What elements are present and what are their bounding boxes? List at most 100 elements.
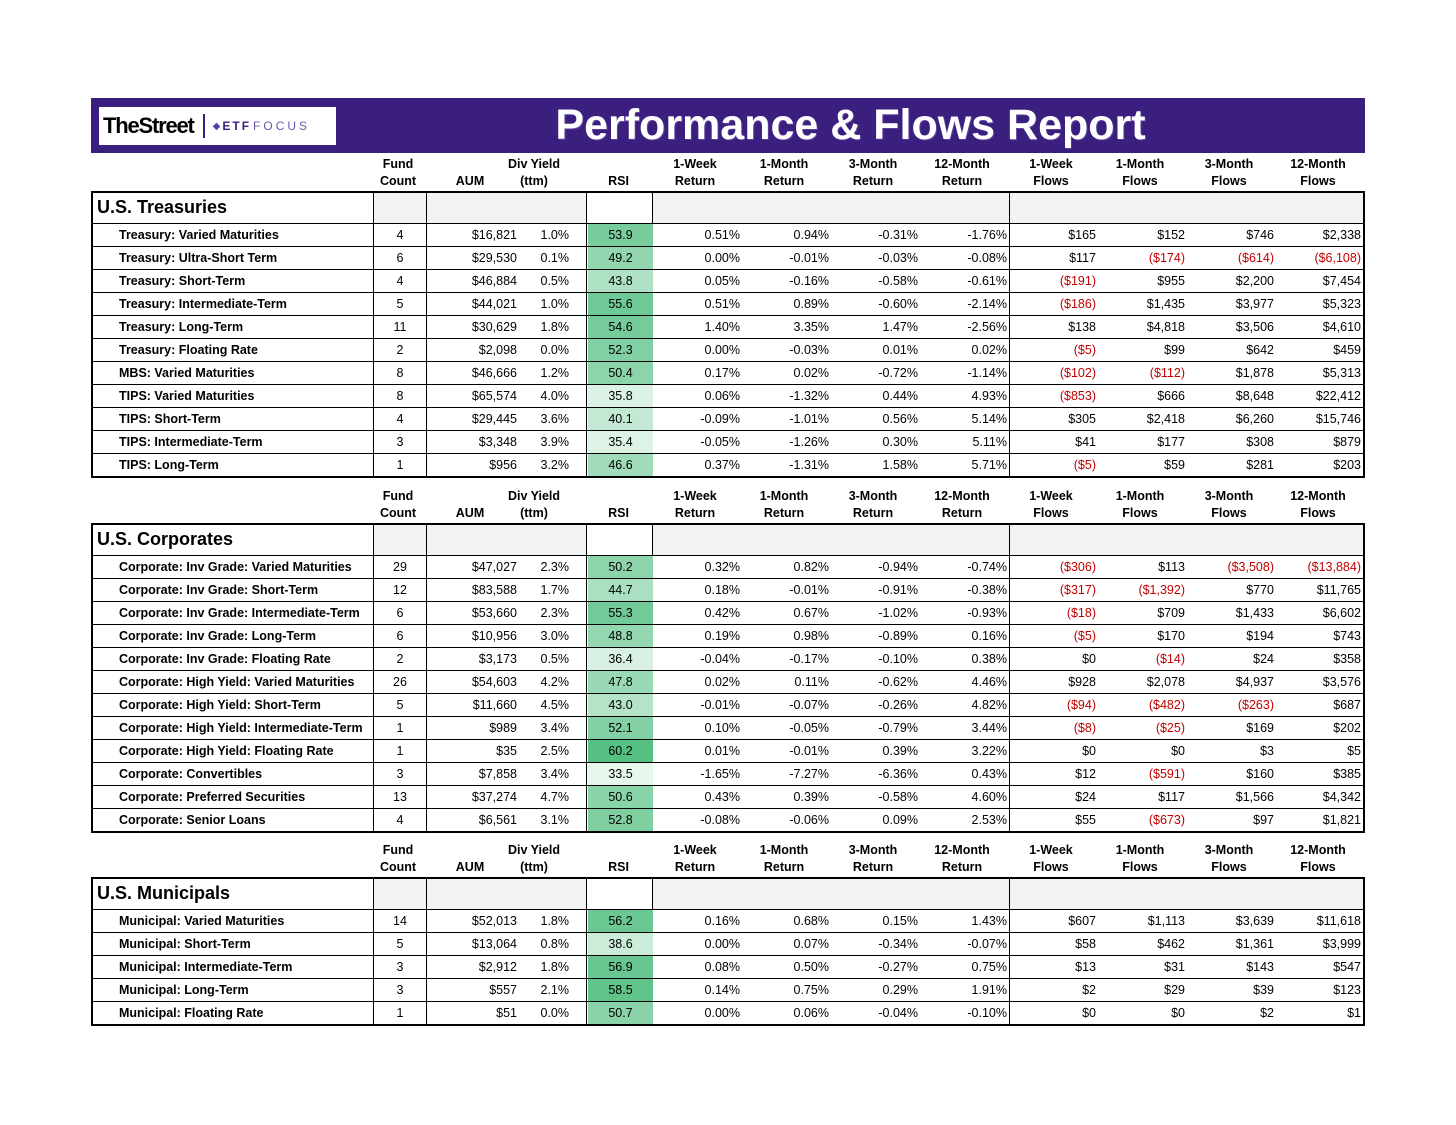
cell-r4: -0.74% <box>967 560 1007 574</box>
cell-rsi: 50.4 <box>588 362 653 384</box>
cell-f4: ($6,108) <box>1314 251 1361 265</box>
cell-r1: 0.00% <box>704 1006 740 1020</box>
cell-f4: $3,999 <box>1322 937 1361 951</box>
column-divider <box>1009 879 1010 1024</box>
cell-r4: 4.82% <box>971 698 1007 712</box>
cell-r3: -0.10% <box>878 652 918 666</box>
row-label: Corporate: Senior Loans <box>119 813 266 827</box>
cell-r1: 0.16% <box>704 914 740 928</box>
cell-r2: 0.68% <box>793 914 829 928</box>
cell-r1: 0.00% <box>704 251 740 265</box>
row-label: Municipal: Short-Term <box>119 937 251 951</box>
cell-div: 3.2% <box>540 458 570 472</box>
cell-r2: 0.39% <box>793 790 829 804</box>
row-label: MBS: Varied Maturities <box>119 366 255 380</box>
cell-aum: $65,574 <box>471 389 517 403</box>
column-header: AUM <box>455 860 485 874</box>
cell-f1: ($853) <box>1059 389 1096 403</box>
cell-div: 3.4% <box>540 767 570 781</box>
cell-f3: ($3,508) <box>1227 560 1274 574</box>
section-u-s-corporates: Fund Count AUM Div Yield (ttm) RSI 1-Week Re… <box>91 486 1365 833</box>
data-table: U.S. Corporates Corporate: Inv Grade: Var… <box>91 523 1365 833</box>
row-label: Municipal: Long-Term <box>119 983 249 997</box>
cell-div: 2.5% <box>540 744 570 758</box>
cell-f2: $4,818 <box>1146 320 1185 334</box>
cell-r1: 0.05% <box>704 274 740 288</box>
cell-rsi: 44.7 <box>588 579 653 601</box>
cell-r3: -0.03% <box>878 251 918 265</box>
cell-cnt: 11 <box>393 320 407 334</box>
cell-cnt: 26 <box>393 675 407 689</box>
cell-r2: 0.02% <box>793 366 829 380</box>
cell-r2: -0.17% <box>789 652 829 666</box>
column-header: 12-Month Return <box>934 489 990 520</box>
table-row: Corporate: High Yield: Short-Term 5 $11,66… <box>93 694 1363 717</box>
cell-f2: ($112) <box>1149 366 1185 380</box>
title-row-shade <box>653 193 1009 223</box>
cell-div: 0.5% <box>540 274 570 288</box>
cell-aum: $10,956 <box>471 629 517 643</box>
cell-r4: -1.14% <box>967 366 1007 380</box>
cell-r3: -0.62% <box>878 675 918 689</box>
cell-f4: $4,342 <box>1322 790 1361 804</box>
cell-f3: $39 <box>1253 983 1274 997</box>
cell-f2: $99 <box>1164 343 1185 357</box>
cell-r3: -0.72% <box>878 366 918 380</box>
cell-rsi: 49.2 <box>588 247 653 269</box>
cell-div: 3.1% <box>540 813 570 827</box>
cell-f2: $2,418 <box>1146 412 1185 426</box>
cell-f2: $29 <box>1164 983 1185 997</box>
cell-f3: $2,200 <box>1235 274 1274 288</box>
section-title-row: U.S. Treasuries <box>93 193 1363 224</box>
cell-r2: -1.32% <box>789 389 829 403</box>
cell-rsi: 58.5 <box>588 979 653 1001</box>
title-row-shade <box>1010 525 1363 555</box>
cell-r2: -0.16% <box>789 274 829 288</box>
cell-r1: -1.65% <box>700 767 740 781</box>
cell-r2: 0.11% <box>794 675 829 689</box>
cell-f4: $123 <box>1333 983 1361 997</box>
cell-r1: 0.32% <box>704 560 740 574</box>
cell-r2: 3.35% <box>793 320 829 334</box>
cell-cnt: 6 <box>396 251 404 265</box>
cell-r3: 0.30% <box>882 435 918 449</box>
cell-r3: -0.34% <box>878 937 918 951</box>
cell-r4: 5.11% <box>972 435 1007 449</box>
row-label: Treasury: Long-Term <box>119 320 244 334</box>
cell-r1: 0.01% <box>704 744 740 758</box>
cell-rsi: 60.2 <box>588 740 653 762</box>
etf-logo-text: ETF <box>222 119 252 133</box>
cell-f1: $117 <box>1069 251 1096 265</box>
row-label: TIPS: Short-Term <box>119 412 221 426</box>
cell-f2: ($1,392) <box>1138 583 1185 597</box>
table-row: Municipal: Short-Term 5 $13,064 0.8% 38.6 0.0… <box>93 933 1363 956</box>
cell-f3: $169 <box>1246 721 1274 735</box>
column-divider <box>373 193 374 476</box>
cell-f2: $117 <box>1158 790 1185 804</box>
cell-cnt: 4 <box>396 228 404 242</box>
cell-r2: -1.31% <box>789 458 829 472</box>
cell-cnt: 2 <box>396 343 404 357</box>
cell-rsi: 56.2 <box>588 910 653 932</box>
cell-f2: $0 <box>1171 1006 1185 1020</box>
cell-cnt: 5 <box>396 297 404 311</box>
table-row: Corporate: High Yield: Intermediate-Term… <box>93 717 1363 740</box>
column-divider <box>1009 525 1010 831</box>
cell-r4: 3.44% <box>971 721 1007 735</box>
cell-f1: ($94) <box>1066 698 1096 712</box>
cell-r3: -0.58% <box>878 274 918 288</box>
cell-div: 0.5% <box>540 652 570 666</box>
cell-f1: $0 <box>1082 1006 1096 1020</box>
cell-r3: -1.02% <box>878 606 918 620</box>
cell-aum: $37,274 <box>471 790 517 804</box>
cell-r1: 0.08% <box>704 960 740 974</box>
cell-rsi: 46.6 <box>588 454 653 476</box>
cell-f4: $385 <box>1333 767 1361 781</box>
cell-f3: $281 <box>1246 458 1274 472</box>
cell-div: 1.2% <box>540 366 570 380</box>
column-header: 3-Month Return <box>848 489 898 520</box>
cell-r1: 0.02% <box>704 675 740 689</box>
cell-r4: 5.71% <box>971 458 1007 472</box>
title-row-shade <box>1010 193 1363 223</box>
cell-r4: 2.53% <box>971 813 1007 827</box>
